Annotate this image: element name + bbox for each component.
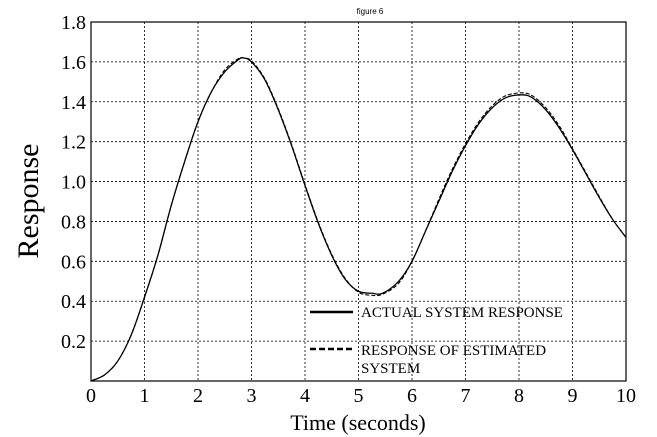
- grid: [91, 22, 626, 381]
- x-tick-label: 4: [300, 385, 310, 407]
- legend: ACTUAL SYSTEM RESPONSE RESPONSE OF ESTIM…: [310, 305, 563, 377]
- y-tick-label: 0.2: [61, 331, 86, 353]
- x-tick-label: 8: [514, 385, 524, 407]
- y-tick-label: 1.0: [61, 172, 86, 194]
- y-axis-ticks: 0.2 0.4 0.6 0.8 1.0 1.2 1.4 1.6 1.8: [61, 12, 86, 353]
- y-axis-label: Response: [12, 144, 45, 259]
- series-line-estimated: [90, 56, 627, 382]
- x-tick-label: 2: [193, 385, 203, 407]
- x-tick-label: 0: [86, 385, 96, 407]
- x-tick-label: 9: [568, 385, 578, 407]
- chart-title: figure 6: [357, 7, 384, 16]
- x-tick-label: 6: [407, 385, 417, 407]
- x-tick-label: 7: [461, 385, 471, 407]
- y-tick-label: 1.8: [61, 12, 86, 34]
- series-layer: [90, 56, 627, 382]
- x-tick-label: 10: [616, 385, 636, 407]
- x-tick-label: 1: [140, 385, 150, 407]
- y-tick-label: 0.4: [61, 291, 86, 313]
- y-tick-label: 1.6: [61, 52, 86, 74]
- legend-label-estimated: RESPONSE OF ESTIMATED SYSTEM: [361, 343, 550, 377]
- y-tick-label: 1.4: [61, 92, 86, 114]
- y-tick-label: 0.8: [61, 211, 86, 233]
- x-tick-label: 5: [354, 385, 364, 407]
- x-axis-label: Time (seconds): [290, 410, 425, 435]
- x-axis-ticks: 0 1 2 3 4 5 6 7 8 9 10: [86, 385, 636, 407]
- y-tick-label: 0.6: [61, 251, 86, 273]
- plot-frame: [90, 21, 627, 382]
- x-tick-label: 3: [247, 385, 257, 407]
- y-tick-label: 1.2: [61, 132, 86, 154]
- legend-label-actual: ACTUAL SYSTEM RESPONSE: [361, 305, 563, 321]
